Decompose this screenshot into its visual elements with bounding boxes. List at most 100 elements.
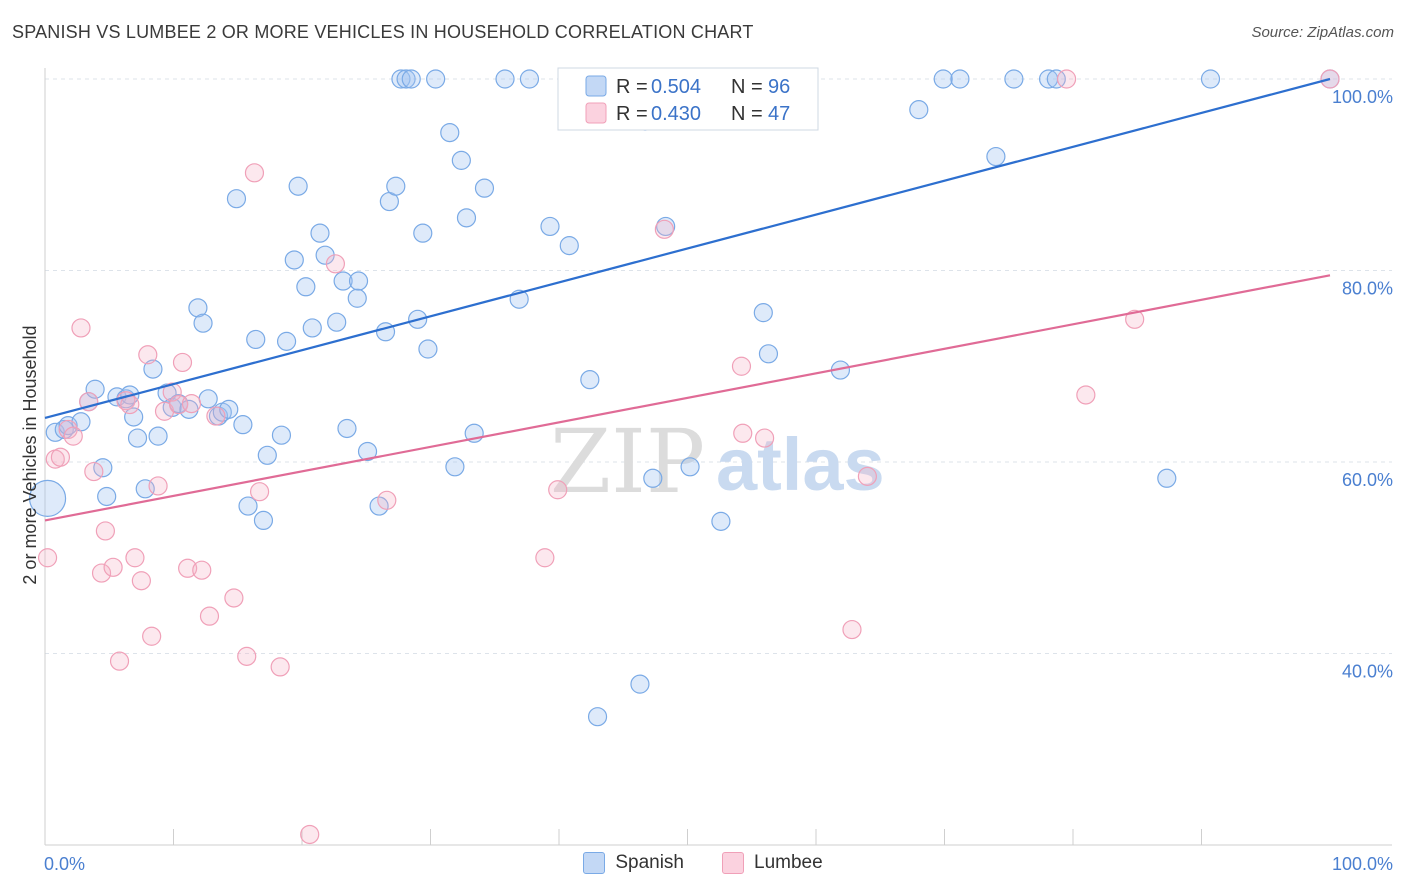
spanish-point xyxy=(253,510,274,531)
spanish-point xyxy=(226,189,247,209)
spanish-point xyxy=(143,359,163,379)
spanish-point xyxy=(302,318,322,338)
lumbee-point xyxy=(103,557,123,577)
legend-label: Lumbee xyxy=(754,852,823,873)
lumbee-point xyxy=(37,548,58,568)
y-tick-label: 100.0% xyxy=(1332,87,1393,107)
spanish-point xyxy=(1046,69,1066,89)
spanish-point xyxy=(28,479,67,517)
lumbee-point xyxy=(325,254,346,274)
spanish-point xyxy=(97,486,117,507)
spanish-point xyxy=(495,69,515,89)
lumbee-point xyxy=(181,393,202,414)
lumbee-point xyxy=(91,563,112,583)
legend-n-value-lumbee: 47 xyxy=(768,103,790,125)
spanish-point xyxy=(587,707,608,727)
lumbee-point xyxy=(131,571,151,591)
spanish-point xyxy=(559,236,579,256)
spanish-point xyxy=(327,312,347,332)
lumbee-point xyxy=(109,651,130,671)
lumbee-point xyxy=(244,163,265,183)
legend-swatch xyxy=(722,852,744,874)
lumbee-point xyxy=(148,476,168,496)
lumbee-point xyxy=(50,447,71,467)
spanish-point xyxy=(276,331,297,351)
spanish-point xyxy=(413,223,433,243)
lumbee-point xyxy=(1125,309,1145,329)
lumbee-point xyxy=(142,626,162,646)
spanish-point xyxy=(271,425,292,445)
spanish-point xyxy=(391,69,411,89)
y-tick-labels: 40.0% 60.0% 80.0% 100.0% xyxy=(1332,87,1393,682)
legend-swatch-lumbee xyxy=(585,102,607,124)
y-tick-label: 60.0% xyxy=(1342,470,1393,490)
spanish-point xyxy=(758,344,779,364)
lumbee-point xyxy=(733,423,753,443)
spanish-point xyxy=(950,69,970,89)
legend-r-label-lumbee: R = xyxy=(616,103,648,125)
lumbee-point xyxy=(300,824,320,845)
lumbee-point xyxy=(178,558,198,578)
series-legend: Spanish Lumbee xyxy=(0,852,1406,874)
spanish-point xyxy=(193,313,213,333)
lumbee-point xyxy=(754,428,775,448)
legend-n-label-lumbee: N = xyxy=(731,103,763,125)
spanish-point xyxy=(296,277,316,297)
data-points xyxy=(28,69,1340,845)
chart-title: SPANISH VS LUMBEE 2 OR MORE VEHICLES IN … xyxy=(12,22,754,42)
y-tick-label: 80.0% xyxy=(1342,279,1393,299)
legend-r-value-spanish: 0.504 xyxy=(651,76,701,98)
lumbee-point xyxy=(535,548,555,568)
spanish-point xyxy=(337,418,357,439)
legend-swatch xyxy=(583,852,606,874)
x-tick-label: 100.0% xyxy=(1332,854,1393,874)
lumbee-point xyxy=(206,406,226,426)
trend-lines xyxy=(44,77,1331,522)
spanish-point xyxy=(986,146,1006,167)
spanish-point xyxy=(445,457,465,477)
axes xyxy=(44,68,1392,846)
spanish-point xyxy=(188,298,208,318)
spanish-point xyxy=(357,441,378,462)
lumbee-point xyxy=(224,588,244,608)
y-axis-label: 2 or more Vehicles in Household xyxy=(20,325,40,584)
lumbee-trend-line xyxy=(44,274,1331,522)
lumbee-point xyxy=(548,480,568,500)
lumbee-point xyxy=(377,490,397,510)
spanish-point xyxy=(933,69,953,89)
spanish-point xyxy=(238,496,258,516)
spanish-point xyxy=(711,511,731,531)
spanish-point xyxy=(909,100,929,120)
spanish-point xyxy=(369,496,389,516)
lumbee-point xyxy=(654,219,674,239)
spanish-point xyxy=(246,329,266,350)
spanish-point xyxy=(643,468,663,488)
spanish-point xyxy=(85,379,105,399)
lumbee-point xyxy=(842,619,862,640)
legend-n-value-spanish: 96 xyxy=(768,76,790,98)
spanish-point xyxy=(127,428,148,448)
legend-r-value-lumbee: 0.430 xyxy=(651,103,701,125)
spanish-point xyxy=(396,69,416,89)
grid-lines xyxy=(45,78,1392,654)
spanish-trend-line xyxy=(44,77,1331,420)
spanish-point xyxy=(288,176,308,196)
lumbee-point xyxy=(138,345,158,365)
spanish-point xyxy=(386,176,406,196)
source-label: Source: ZipAtlas.com xyxy=(1251,24,1394,41)
legend-n-label-spanish: N = xyxy=(731,76,763,98)
spanish-point xyxy=(580,370,600,390)
lumbee-point xyxy=(162,382,182,402)
legend-label: Spanish xyxy=(615,852,684,873)
legend-item-lumbee: Lumbee xyxy=(722,852,823,874)
lumbee-point xyxy=(125,548,145,568)
spanish-point xyxy=(1157,468,1177,488)
y-tick-label: 40.0% xyxy=(1342,662,1393,682)
lumbee-point xyxy=(84,461,104,482)
spanish-point xyxy=(348,271,369,291)
spanish-point xyxy=(310,223,330,243)
spanish-point xyxy=(630,674,650,694)
correlation-legend: R = 0.504 N = 96 R = 0.430 N = 47 xyxy=(557,67,819,131)
legend-r-label-spanish: R = xyxy=(616,76,648,98)
